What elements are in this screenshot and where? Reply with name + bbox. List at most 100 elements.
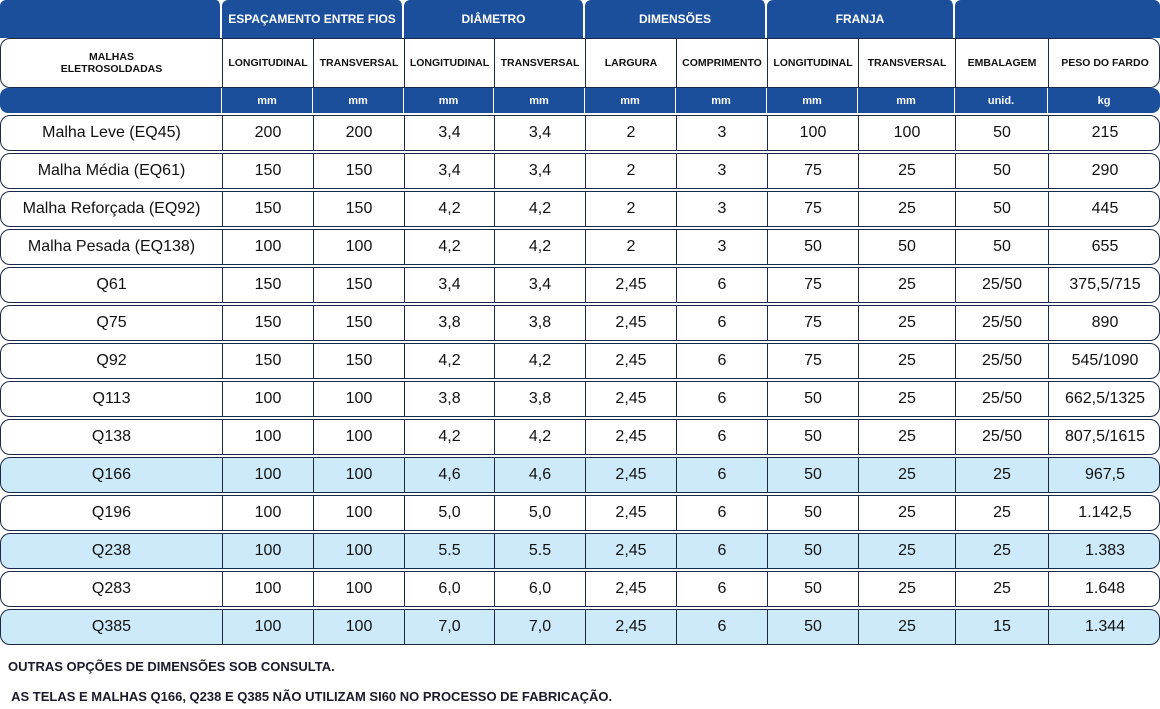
table-cell: 6	[677, 534, 768, 568]
table-cell: 2	[586, 192, 677, 226]
table-cell: 3	[677, 116, 768, 150]
table-cell: 662,5/1325	[1064, 390, 1146, 407]
table-row: Q61 150 150 3,4 3,4 2,45 6 75 25 25/50 375,5/715	[0, 267, 1160, 303]
table-row: Q283 100 100 6,0 6,0 2,45 6 50 25 25 1.648	[0, 571, 1160, 607]
unit: unid.	[955, 88, 1048, 113]
table-cell: 25/50	[956, 420, 1049, 454]
table-cell: 967,5	[1084, 466, 1126, 483]
unit: mm	[313, 88, 404, 113]
table-cell: 4,2	[495, 420, 586, 454]
table-cell: 6	[677, 344, 768, 378]
table-cell: 3,4	[495, 268, 586, 302]
column-header: PESO DO FARDO	[1061, 57, 1149, 69]
table-cell: 25	[859, 496, 956, 530]
table-cell: 2,45	[586, 344, 677, 378]
row-label: Malha Média (EQ61)	[1, 154, 223, 188]
table-cell: 100	[223, 534, 314, 568]
table-cell: 75	[768, 344, 859, 378]
table-cell: 3	[677, 230, 768, 264]
table-row: Q385 100 100 7,0 7,0 2,45 6 50 25 15 1.344	[0, 609, 1160, 645]
table-cell: 25	[859, 572, 956, 606]
table-row: Q113 100 100 3,8 3,8 2,45 6 50 25 25/50 662,5/1325	[0, 381, 1160, 417]
header-group-row: ESPAÇAMENTO ENTRE FIOS DIÂMETRO DIMENSÕES F…	[0, 0, 1160, 38]
table-cell: 5.5	[495, 534, 586, 568]
table-cell: 3,8	[495, 306, 586, 340]
table-row: Q75 150 150 3,8 3,8 2,45 6 75 25 25/50 890	[0, 305, 1160, 341]
table-cell: 1.142,5	[1078, 504, 1132, 521]
table-cell: 100	[314, 420, 405, 454]
row-label: Q113	[1, 382, 223, 416]
unit: mm	[222, 88, 313, 113]
table-cell: 2,45	[586, 496, 677, 530]
table-cell: 150	[223, 192, 314, 226]
table-cell: 150	[223, 344, 314, 378]
table-cell: 3,4	[405, 154, 495, 188]
unit: mm	[676, 88, 767, 113]
table-cell: 100	[223, 496, 314, 530]
table-cell: 100	[223, 458, 314, 492]
table-cell: 545/1090	[1071, 352, 1139, 369]
table-cell: 2,45	[586, 268, 677, 302]
column-header: MALHAS ELETROSOLDADAS	[1, 39, 223, 87]
table-row: Q92 150 150 4,2 4,2 2,45 6 75 25 25/50 545/1090	[0, 343, 1160, 379]
table-cell: 50	[768, 382, 859, 416]
table-cell: 50	[768, 458, 859, 492]
table-cell: 15	[956, 610, 1049, 644]
table-cell: 375,5/715	[1069, 276, 1141, 293]
row-label: Q92	[1, 344, 223, 378]
table-cell: 25	[859, 192, 956, 226]
table-cell: 150	[223, 268, 314, 302]
table-cell: 100	[314, 382, 405, 416]
table-cell: 2,45	[586, 382, 677, 416]
table-cell: 25	[859, 344, 956, 378]
table-cell: 4,6	[405, 458, 495, 492]
table-cell: 4,2	[405, 192, 495, 226]
row-label: Malha Reforçada (EQ92)	[1, 192, 223, 226]
table-cell: 1.344	[1084, 618, 1126, 635]
row-label: Malha Pesada (EQ138)	[1, 230, 223, 264]
column-header: COMPRIMENTO	[677, 39, 768, 87]
table-cell: 6	[677, 610, 768, 644]
table-cell: 6	[677, 496, 768, 530]
unit: mm	[858, 88, 955, 113]
header-group: ESPAÇAMENTO ENTRE FIOS	[222, 0, 404, 38]
table-cell: 50	[859, 230, 956, 264]
table-cell: 890	[1091, 314, 1119, 331]
table-cell: 50	[768, 420, 859, 454]
table-cell: 100	[314, 572, 405, 606]
table-cell: 3,8	[495, 382, 586, 416]
table-cell: 100	[223, 420, 314, 454]
table-cell: 25	[956, 534, 1049, 568]
column-header: EMBALAGEM	[956, 39, 1049, 87]
row-label: Malha Leve (EQ45)	[1, 116, 223, 150]
table-cell: 2	[586, 116, 677, 150]
table-cell: 25	[956, 458, 1049, 492]
table-cell: 25/50	[956, 268, 1049, 302]
table-cell: 50	[768, 572, 859, 606]
table-cell: 3,4	[405, 116, 495, 150]
table-cell: 4,2	[405, 344, 495, 378]
table-cell: 25	[859, 268, 956, 302]
table-row: Q166 100 100 4,6 4,6 2,45 6 50 25 25 967,5	[0, 457, 1160, 493]
table-cell: 100	[314, 534, 405, 568]
row-label: Q385	[1, 610, 223, 644]
column-header: TRANSVERSAL	[859, 39, 956, 87]
table-cell: 3,4	[495, 116, 586, 150]
table-cell: 2,45	[586, 420, 677, 454]
row-label: Q75	[1, 306, 223, 340]
header-group: DIÂMETRO	[404, 0, 585, 38]
table-cell: 25/50	[956, 306, 1049, 340]
table-cell: 807,5/1615	[1064, 428, 1146, 445]
footnote: OUTRAS OPÇÕES DE DIMENSÕES SOB CONSULTA.	[8, 659, 335, 674]
table-cell: 3	[677, 154, 768, 188]
table-cell: 3,4	[405, 268, 495, 302]
table-cell: 6	[677, 306, 768, 340]
table-cell: 100	[223, 230, 314, 264]
table-cell: 50	[768, 230, 859, 264]
table-row: Malha Pesada (EQ138) 100 100 4,2 4,2 2 3 50 50 50…	[0, 229, 1160, 265]
table-cell: 5,0	[405, 496, 495, 530]
column-header: LARGURA	[586, 39, 677, 87]
table-cell: 215	[1091, 124, 1119, 141]
table-cell: 6	[677, 420, 768, 454]
unit: mm	[494, 88, 585, 113]
